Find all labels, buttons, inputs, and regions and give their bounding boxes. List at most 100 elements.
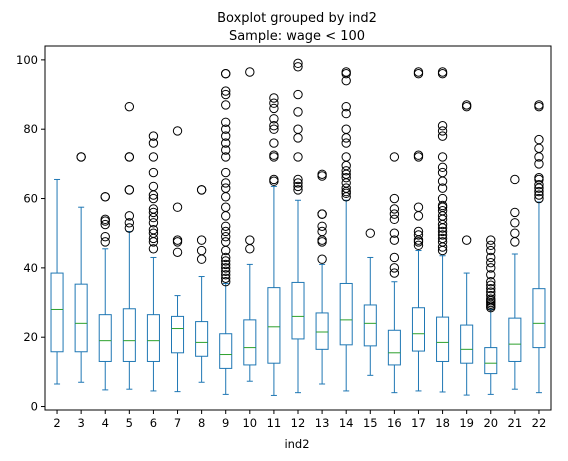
outlier-point <box>293 152 303 162</box>
outlier-point <box>534 134 544 145</box>
outlier-point <box>221 202 231 212</box>
outlier-point <box>486 245 496 256</box>
box <box>436 316 450 362</box>
outlier-point <box>341 166 351 176</box>
outlier-point <box>124 101 135 112</box>
outlier-point <box>124 152 135 162</box>
x-tick-label: 16 <box>387 416 402 430</box>
box <box>50 272 64 353</box>
outlier-point <box>269 103 279 114</box>
outlier-point <box>486 252 496 263</box>
x-tick-label: 4 <box>102 416 109 430</box>
outlier-point <box>148 138 159 148</box>
outlier-point <box>172 202 183 212</box>
outlier-point <box>100 192 110 202</box>
outlier-point <box>221 167 231 178</box>
outlier-point <box>437 233 448 244</box>
outlier-point <box>245 67 255 77</box>
box <box>195 321 209 357</box>
outlier-point <box>221 124 231 134</box>
outlier-point <box>534 190 544 200</box>
outlier-point <box>221 226 231 237</box>
y-tick-label: 60 <box>23 192 38 206</box>
outlier-point <box>341 160 351 171</box>
outlier-point <box>172 126 183 136</box>
outlier-point <box>317 226 327 237</box>
x-tick-label: 15 <box>363 416 378 430</box>
outlier-point <box>413 230 424 240</box>
outlier-point <box>413 226 424 237</box>
outlier-point <box>269 174 279 185</box>
outlier-point <box>148 181 159 192</box>
outlier-point <box>221 263 231 273</box>
outlier-point <box>486 290 496 301</box>
outlier-point <box>100 231 110 242</box>
outlier-point <box>486 257 496 268</box>
outlier-point <box>293 58 303 69</box>
outlier-point <box>221 270 231 280</box>
box <box>315 312 329 350</box>
outlier-point <box>221 183 231 193</box>
x-tick-label: 8 <box>198 416 205 430</box>
y-tick-label: 100 <box>16 53 38 67</box>
outlier-point <box>534 173 544 183</box>
x-tick-label: 3 <box>77 416 84 430</box>
outlier-point <box>486 277 496 287</box>
outlier-point <box>124 211 135 221</box>
outlier-point <box>196 245 207 256</box>
outlier-point <box>148 244 159 254</box>
outlier-point <box>437 121 448 131</box>
outlier-point <box>293 124 303 134</box>
outlier-point <box>221 259 231 270</box>
outlier-point <box>534 100 544 110</box>
outlier-point <box>221 131 231 141</box>
outlier-point <box>124 185 135 195</box>
outlier-point <box>413 150 424 160</box>
outlier-point <box>221 211 231 221</box>
x-tick-label: 11 <box>267 416 282 430</box>
outlier-point <box>510 174 520 185</box>
box <box>219 333 233 369</box>
outlier-point <box>486 240 496 251</box>
plot-area: 2 3 4 5 6 7 8 9 10 11 12 13 14 15 16 17 18 19 20 21 22 0 20 40 6… <box>16 45 552 430</box>
outlier-point <box>221 69 231 79</box>
x-tick-label: 2 <box>53 416 60 430</box>
x-axis-label: ind2 <box>284 437 309 451</box>
outlier-point <box>389 252 400 263</box>
outlier-point <box>293 178 303 188</box>
outlier-point <box>172 235 183 245</box>
outlier-point <box>389 209 400 219</box>
outlier-point <box>148 131 159 141</box>
outlier-point <box>486 235 496 245</box>
box <box>267 287 281 364</box>
outlier-point <box>437 193 448 204</box>
outlier-point <box>245 244 255 254</box>
outlier-point <box>196 235 207 245</box>
outlier-point <box>317 209 327 219</box>
outlier-point <box>437 230 448 240</box>
outlier-point <box>148 207 159 218</box>
chart-title: Boxplot grouped by ind2 <box>217 11 377 26</box>
outlier-point <box>437 205 448 216</box>
outlier-point <box>389 214 400 225</box>
outlier-point <box>461 235 472 245</box>
outlier-point <box>221 192 231 202</box>
box <box>508 317 522 362</box>
outlier-point <box>196 254 207 264</box>
x-tick-label: 21 <box>508 416 523 430</box>
box <box>171 315 185 354</box>
outlier-point <box>389 263 400 273</box>
outlier-point <box>365 228 375 238</box>
outlier-point <box>148 152 159 162</box>
outlier-point <box>317 254 327 264</box>
x-tick-label: 17 <box>411 416 426 430</box>
outlier-point <box>437 126 448 136</box>
outlier-point <box>221 152 231 162</box>
outlier-point <box>510 218 520 228</box>
y-tick-label: 0 <box>31 400 38 414</box>
outlier-point <box>293 174 303 185</box>
x-tick-label: 7 <box>174 416 181 430</box>
outlier-point <box>172 247 183 257</box>
outlier-point <box>437 200 448 211</box>
box <box>146 314 160 362</box>
